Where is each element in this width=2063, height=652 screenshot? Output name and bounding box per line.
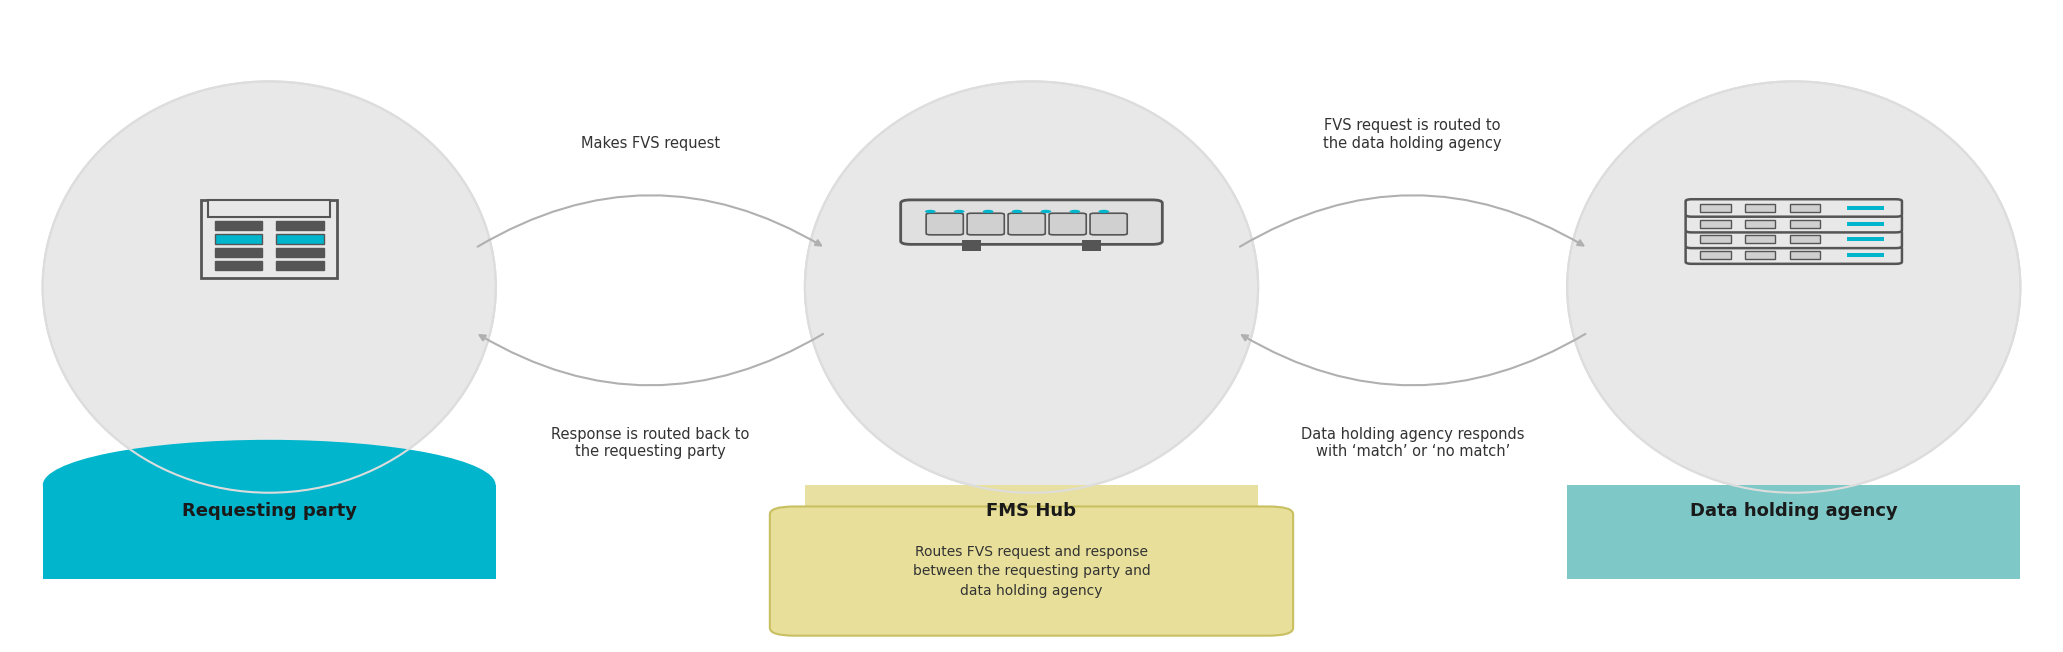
FancyBboxPatch shape	[1568, 485, 2020, 579]
Circle shape	[1069, 210, 1081, 213]
Circle shape	[1098, 210, 1110, 213]
FancyBboxPatch shape	[1846, 206, 1884, 210]
FancyBboxPatch shape	[1089, 213, 1126, 235]
FancyBboxPatch shape	[769, 507, 1294, 636]
FancyBboxPatch shape	[1685, 215, 1902, 232]
FancyBboxPatch shape	[926, 213, 963, 235]
FancyBboxPatch shape	[1846, 253, 1884, 257]
FancyBboxPatch shape	[1083, 240, 1102, 250]
Text: Data holding agency: Data holding agency	[1690, 502, 1898, 520]
FancyBboxPatch shape	[1685, 200, 1902, 216]
FancyBboxPatch shape	[215, 221, 262, 230]
Circle shape	[1011, 210, 1023, 213]
FancyBboxPatch shape	[1745, 220, 1776, 228]
FancyBboxPatch shape	[1791, 251, 1820, 259]
FancyBboxPatch shape	[1700, 251, 1731, 259]
FancyBboxPatch shape	[276, 234, 324, 244]
FancyBboxPatch shape	[902, 200, 1161, 244]
FancyBboxPatch shape	[805, 485, 1258, 579]
FancyBboxPatch shape	[43, 485, 495, 579]
FancyBboxPatch shape	[1846, 237, 1884, 241]
FancyBboxPatch shape	[1700, 235, 1731, 243]
Text: Data holding agency responds
with ‘match’ or ‘no match’: Data holding agency responds with ‘match…	[1302, 426, 1525, 459]
FancyBboxPatch shape	[215, 234, 262, 244]
FancyBboxPatch shape	[1791, 204, 1820, 212]
FancyBboxPatch shape	[1009, 213, 1046, 235]
Ellipse shape	[43, 82, 495, 493]
Circle shape	[982, 210, 994, 213]
FancyBboxPatch shape	[961, 240, 980, 250]
FancyBboxPatch shape	[1846, 222, 1884, 226]
FancyBboxPatch shape	[1700, 204, 1731, 212]
FancyBboxPatch shape	[1685, 231, 1902, 248]
Circle shape	[953, 210, 965, 213]
FancyBboxPatch shape	[276, 221, 324, 230]
FancyBboxPatch shape	[215, 248, 262, 257]
FancyBboxPatch shape	[1791, 235, 1820, 243]
Text: Response is routed back to
the requesting party: Response is routed back to the requestin…	[551, 426, 749, 459]
Text: Makes FVS request: Makes FVS request	[582, 136, 720, 151]
Ellipse shape	[1568, 82, 2020, 493]
Circle shape	[1040, 210, 1052, 213]
FancyBboxPatch shape	[208, 200, 330, 217]
FancyBboxPatch shape	[1745, 235, 1776, 243]
Text: FVS request is routed to
the data holding agency: FVS request is routed to the data holdin…	[1322, 118, 1502, 151]
FancyBboxPatch shape	[276, 261, 324, 270]
FancyBboxPatch shape	[202, 200, 336, 278]
Ellipse shape	[43, 440, 495, 530]
Circle shape	[924, 210, 937, 213]
FancyBboxPatch shape	[1700, 220, 1731, 228]
FancyBboxPatch shape	[1685, 246, 1902, 264]
Ellipse shape	[805, 82, 1258, 493]
FancyBboxPatch shape	[215, 261, 262, 270]
FancyBboxPatch shape	[276, 248, 324, 257]
Text: Routes FVS request and response
between the requesting party and
data holding ag: Routes FVS request and response between …	[912, 544, 1151, 598]
Text: FMS Hub: FMS Hub	[986, 502, 1077, 520]
FancyBboxPatch shape	[1791, 220, 1820, 228]
FancyBboxPatch shape	[1745, 204, 1776, 212]
Text: Requesting party: Requesting party	[182, 502, 357, 520]
FancyBboxPatch shape	[1050, 213, 1087, 235]
FancyBboxPatch shape	[1745, 251, 1776, 259]
FancyBboxPatch shape	[968, 213, 1005, 235]
